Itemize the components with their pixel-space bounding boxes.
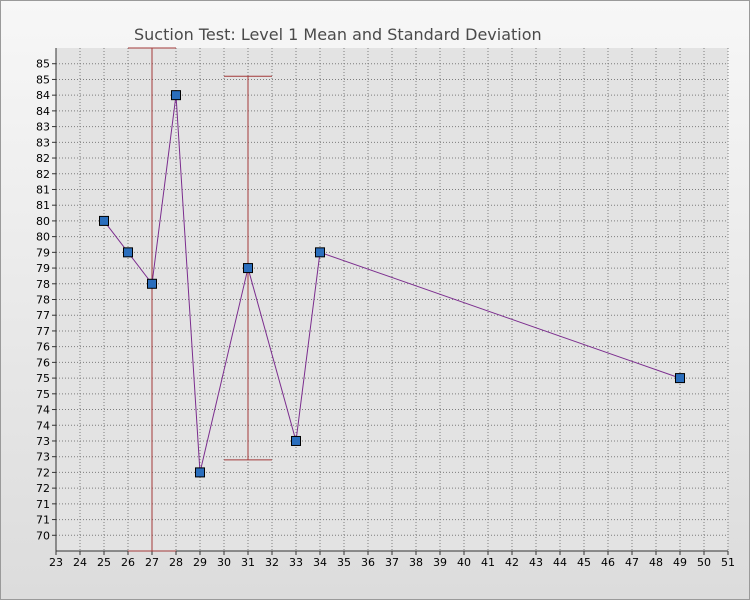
y-tick-label-13: 77 <box>36 325 50 338</box>
x-tick-label-0: 23 <box>49 556 63 569</box>
y-tick-label-11: 76 <box>36 356 50 369</box>
y-tick-label-22: 81 <box>36 183 50 196</box>
x-tick-label-9: 32 <box>265 556 279 569</box>
y-tick-label-1: 71 <box>36 514 50 527</box>
x-tick-label-26: 49 <box>673 556 687 569</box>
y-tick-label-0: 70 <box>36 529 50 542</box>
x-tick-label-1: 24 <box>73 556 87 569</box>
x-tick-label-6: 29 <box>193 556 207 569</box>
y-tick-label-26: 83 <box>36 121 50 134</box>
x-tick-label-2: 25 <box>97 556 111 569</box>
x-tick-label-13: 36 <box>361 556 375 569</box>
x-tick-label-21: 44 <box>553 556 567 569</box>
y-tick-label-28: 84 <box>36 89 50 102</box>
y-tick-label-20: 80 <box>36 215 50 228</box>
y-tick-label-24: 82 <box>36 152 50 165</box>
y-tick-label-9: 75 <box>36 388 50 401</box>
y-tick-label-15: 78 <box>36 294 50 307</box>
chart-title: Suction Test: Level 1 Mean and Standard … <box>134 25 542 44</box>
x-tick-label-18: 41 <box>481 556 495 569</box>
x-tick-label-5: 28 <box>169 556 183 569</box>
data-point-0-8 <box>675 373 685 384</box>
x-tick-label-17: 40 <box>457 556 471 569</box>
x-tick-label-3: 26 <box>121 556 135 569</box>
x-tick-label-7: 30 <box>217 556 231 569</box>
data-point-0-0 <box>99 215 109 226</box>
y-tick-label-12: 76 <box>36 341 50 354</box>
y-tick-label-10: 75 <box>36 372 50 385</box>
y-tick-label-19: 80 <box>36 231 50 244</box>
y-tick-label-14: 77 <box>36 309 50 322</box>
x-tick-label-22: 45 <box>577 556 591 569</box>
y-tick-label-6: 73 <box>36 435 50 448</box>
x-tick-label-4: 27 <box>145 556 159 569</box>
x-tick-label-27: 50 <box>697 556 711 569</box>
x-tick-label-23: 46 <box>601 556 615 569</box>
data-point-0-5 <box>243 263 253 274</box>
x-tick-label-11: 34 <box>313 556 327 569</box>
x-tick-label-8: 31 <box>241 556 255 569</box>
y-tick-label-30: 85 <box>36 58 50 71</box>
x-tick-label-14: 37 <box>385 556 399 569</box>
data-point-0-2 <box>147 278 157 289</box>
y-tick-label-21: 81 <box>36 199 50 212</box>
y-tick-label-16: 78 <box>36 278 50 291</box>
x-tick-label-12: 35 <box>337 556 351 569</box>
x-tick-label-24: 47 <box>625 556 639 569</box>
data-point-0-6 <box>291 435 301 446</box>
x-tick-label-15: 38 <box>409 556 423 569</box>
y-tick-label-5: 73 <box>36 451 50 464</box>
x-tick-label-28: 51 <box>721 556 735 569</box>
y-tick-label-4: 72 <box>36 466 50 479</box>
data-point-0-4 <box>195 467 205 478</box>
y-tick-label-17: 79 <box>36 262 50 275</box>
x-tick-label-10: 33 <box>289 556 303 569</box>
y-tick-label-18: 79 <box>36 246 50 259</box>
x-tick-label-25: 48 <box>649 556 663 569</box>
y-tick-label-29: 85 <box>36 73 50 86</box>
x-tick-label-19: 42 <box>505 556 519 569</box>
data-point-0-1 <box>123 247 133 258</box>
data-point-0-3 <box>171 90 181 101</box>
data-point-0-7 <box>315 247 325 258</box>
y-tick-label-23: 82 <box>36 168 50 181</box>
y-tick-label-2: 71 <box>36 498 50 511</box>
x-tick-label-16: 39 <box>433 556 447 569</box>
y-tick-label-8: 74 <box>36 404 50 417</box>
y-tick-label-27: 84 <box>36 105 50 118</box>
y-tick-label-7: 74 <box>36 419 50 432</box>
y-tick-label-3: 72 <box>36 482 50 495</box>
y-tick-label-25: 83 <box>36 136 50 149</box>
x-tick-label-20: 43 <box>529 556 543 569</box>
